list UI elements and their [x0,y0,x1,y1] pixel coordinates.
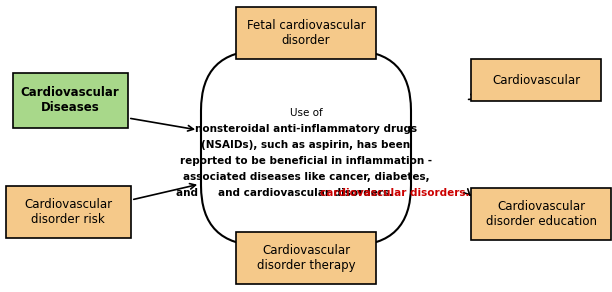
Text: nonsteroidal anti-inflammatory drugs: nonsteroidal anti-inflammatory drugs [195,124,417,134]
Text: cardiovascular disorders.: cardiovascular disorders. [320,188,469,198]
Text: associated diseases like cancer, diabetes,: associated diseases like cancer, diabete… [183,172,429,182]
FancyBboxPatch shape [201,51,411,246]
FancyBboxPatch shape [471,59,601,101]
Text: and cardiovascular disorders.: and cardiovascular disorders. [218,188,394,198]
FancyBboxPatch shape [236,232,376,284]
Text: Cardiovascular: Cardiovascular [492,74,580,86]
FancyBboxPatch shape [471,188,611,240]
FancyBboxPatch shape [12,72,127,128]
Text: and: and [176,188,201,198]
Text: Cardiovascular
disorder therapy: Cardiovascular disorder therapy [256,244,356,272]
Text: Use of: Use of [289,108,323,118]
Text: Cardiovascular
disorder risk: Cardiovascular disorder risk [24,198,112,226]
Text: Cardiovascular
Diseases: Cardiovascular Diseases [21,86,119,114]
FancyBboxPatch shape [236,7,376,59]
Text: (NSAIDs), such as aspirin, has been: (NSAIDs), such as aspirin, has been [201,140,411,150]
Text: Fetal cardiovascular
disorder: Fetal cardiovascular disorder [247,19,365,47]
Text: Cardiovascular
disorder education: Cardiovascular disorder education [485,200,597,228]
FancyBboxPatch shape [6,186,130,238]
Text: reported to be beneficial in inflammation -: reported to be beneficial in inflammatio… [180,156,432,166]
